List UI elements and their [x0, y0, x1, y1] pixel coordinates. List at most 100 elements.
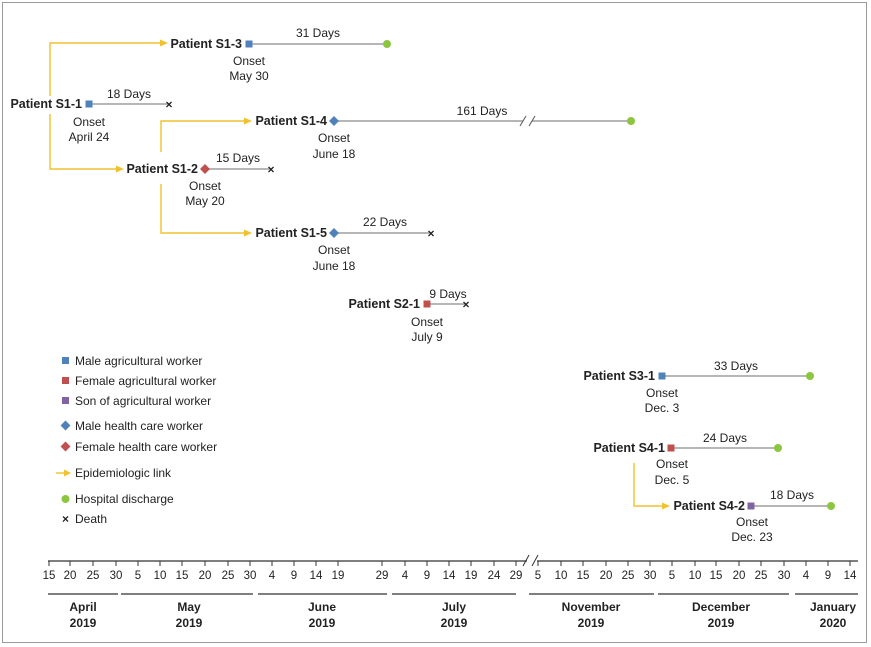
axis-break-slash-icon	[519, 115, 527, 127]
axis-tick-label: 19	[332, 570, 345, 582]
legend-label-female-health-care-worker: Female health care worker	[75, 440, 217, 454]
purple-square-icon	[62, 397, 69, 404]
patient-s1-1: Patient S1-1 18 Days × Onset April 24	[10, 87, 172, 144]
arrowhead-icon	[116, 165, 124, 173]
hospital-discharge-circle-icon	[806, 372, 814, 380]
duration-label: 9 Days	[429, 287, 466, 301]
patient-name: Patient S4-1	[593, 441, 665, 455]
month-year: 2019	[176, 616, 203, 630]
arrowhead-icon	[64, 469, 71, 477]
legend-label-female-agricultural-worker: Female agricultural worker	[75, 374, 216, 388]
legend-label-male-health-care-worker: Male health care worker	[75, 419, 203, 433]
axis-tick-label: 30	[110, 570, 123, 582]
green-circle-icon	[61, 495, 70, 503]
onset-date: Dec. 5	[655, 473, 690, 487]
time-axis: 15 20 25 30 5 10 15 20 25 30 4 9 14 19 29 4 9 14 19 24 29 5 10…	[43, 554, 858, 630]
patient-name: Patient S1-3	[170, 37, 242, 51]
month-name: June	[308, 600, 336, 614]
link-s1-2-to-s1-5	[160, 184, 246, 234]
axis-tick-label: 25	[222, 570, 235, 582]
male-health-care-worker-diamond-icon	[329, 228, 339, 238]
onset-label: Onset	[646, 386, 679, 400]
hospital-discharge-circle-icon	[383, 40, 391, 48]
son-of-agricultural-worker-square-icon	[747, 502, 755, 510]
axis-tick-label: 20	[199, 570, 212, 582]
duration-label: 161 Days	[457, 104, 508, 118]
onset-label: Onset	[656, 457, 689, 471]
onset-date: May 30	[229, 69, 269, 83]
onset-date: Dec. 23	[731, 530, 773, 544]
legend-label-death: Death	[75, 512, 107, 526]
axis-tick-label: 14	[844, 570, 857, 582]
red-diamond-icon	[60, 441, 71, 452]
axis-tick-label: 14	[310, 570, 323, 582]
axis-tick-label: 15	[710, 570, 723, 582]
link-s4-1-to-s4-2	[633, 463, 664, 507]
axis-tick-label: 25	[87, 570, 100, 582]
axis-tick-label: 19	[465, 570, 478, 582]
axis-break-slash-icon	[531, 554, 539, 567]
onset-date: Dec. 3	[645, 401, 680, 415]
link-s1-1-to-s1-2	[49, 114, 118, 170]
axis-tick-label: 4	[269, 570, 276, 582]
hospital-discharge-circle-icon	[827, 502, 835, 510]
month-name: December	[692, 600, 750, 614]
month-year: 2019	[70, 616, 97, 630]
duration-label: 24 Days	[703, 431, 747, 445]
month-name: May	[177, 600, 201, 614]
axis-break-slash-icon	[528, 115, 536, 127]
male-agricultural-worker-square-icon	[85, 100, 93, 108]
month-year: 2019	[708, 616, 735, 630]
patient-s4-2: Patient S4-2 18 Days Onset Dec. 23	[673, 488, 835, 544]
axis-tick-label: 20	[733, 570, 746, 582]
onset-label: Onset	[233, 54, 266, 68]
axis-tick-label: 10	[689, 570, 702, 582]
onset-label: Onset	[318, 131, 351, 145]
onset-label: Onset	[736, 515, 769, 529]
patient-s1-5: Patient S1-5 22 Days × Onset June 18	[255, 215, 434, 273]
legend-label-hospital-discharge: Hospital discharge	[75, 492, 174, 506]
axis-tick-label: 5	[669, 570, 675, 582]
blue-diamond-icon	[60, 420, 71, 431]
axis-tick-label: 9	[291, 570, 297, 582]
legend-label-male-agricultural-worker: Male agricultural worker	[75, 354, 202, 368]
axis-tick-label: 30	[644, 570, 657, 582]
axis-tick-label: 30	[778, 570, 791, 582]
female-health-care-worker-diamond-icon	[200, 164, 210, 174]
axis-tick-label: 24	[488, 570, 501, 582]
death-x-icon: ×	[427, 227, 434, 241]
month-year: 2019	[309, 616, 336, 630]
axis-tick-label: 20	[64, 570, 77, 582]
arrowhead-icon	[244, 117, 252, 125]
hospital-discharge-circle-icon	[774, 444, 782, 452]
axis-tick-label: 25	[622, 570, 635, 582]
male-agricultural-worker-square-icon	[245, 40, 253, 48]
patient-s1-4: Patient S1-4 161 Days Onset June 18	[255, 104, 635, 161]
month-name: January	[810, 600, 856, 614]
onset-date: April 24	[69, 130, 110, 144]
onset-date: July 9	[411, 330, 443, 344]
red-square-icon	[62, 377, 69, 384]
onset-date: June 18	[313, 259, 356, 273]
patient-name: Patient S4-2	[673, 499, 745, 513]
duration-label: 22 Days	[363, 215, 407, 229]
axis-tick-label: 29	[510, 570, 523, 582]
axis-tick-label: 10	[555, 570, 568, 582]
axis-tick-label: 5	[135, 570, 141, 582]
axis-tick-label: 15	[176, 570, 189, 582]
duration-label: 18 Days	[107, 87, 151, 101]
legend-label-epidemiologic-link: Epidemiologic link	[75, 466, 172, 480]
axis-break-gap	[523, 114, 532, 128]
patient-s1-2: Patient S1-2 15 Days × Onset May 20	[126, 151, 274, 208]
axis-tick-label: 29	[376, 570, 389, 582]
axis-tick-label: 25	[755, 570, 768, 582]
epidemiologic-links	[49, 39, 670, 510]
death-x-icon: ×	[267, 163, 274, 177]
patient-s2-1: Patient S2-1 9 Days × Onset July 9	[348, 287, 469, 344]
legend: Male agricultural worker Female agricult…	[56, 354, 217, 526]
axis-tick-label: 4	[402, 570, 409, 582]
axis-ticks: 15 20 25 30 5 10 15 20 25 30 4 9 14 19 29 4 9 14 19 24 29 5 10…	[43, 561, 857, 582]
patient-s1-3: Patient S1-3 31 Days Onset May 30	[170, 26, 391, 83]
onset-label: Onset	[73, 115, 106, 129]
